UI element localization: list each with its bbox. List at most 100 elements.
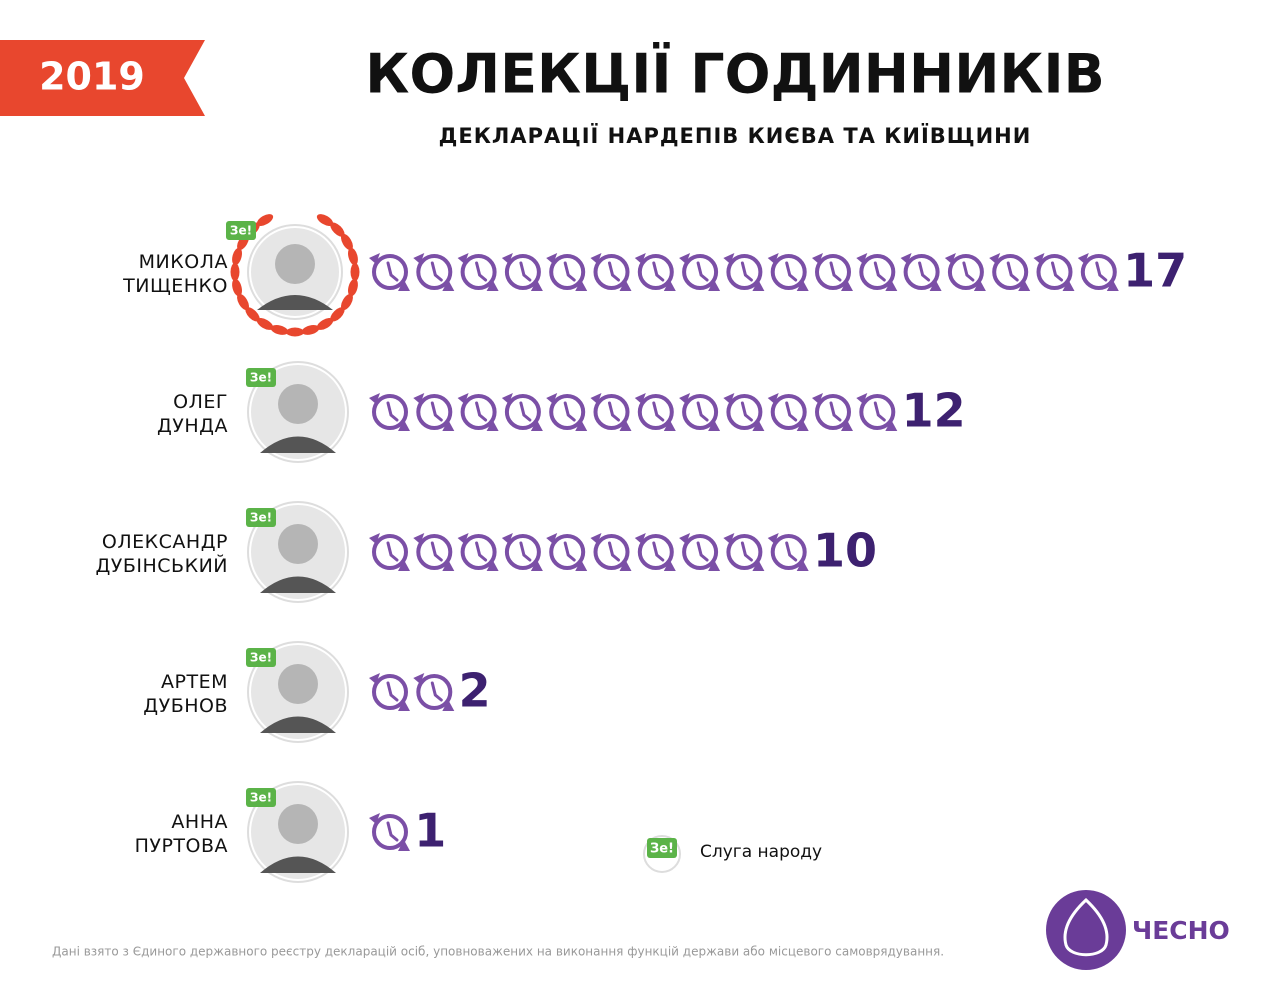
clock-tab: [501, 253, 513, 264]
photo-head: [278, 804, 318, 844]
clock-tab: [796, 560, 809, 571]
clock-tab: [767, 533, 779, 544]
clock-icon: [634, 253, 676, 291]
clock-icon: [767, 393, 809, 431]
clock-hands: [519, 541, 532, 562]
clock-tab: [442, 280, 455, 291]
clock-icon: [812, 253, 853, 291]
photo-head: [278, 384, 318, 424]
clock-tab: [413, 673, 425, 684]
clock-tab: [752, 420, 765, 431]
value-label: 2: [459, 664, 491, 718]
clock-tab: [796, 280, 809, 291]
clock-tab: [663, 420, 676, 431]
clock-icon: [679, 393, 721, 431]
clock-tab: [369, 673, 380, 684]
clock-hands: [785, 401, 798, 422]
clock-icon: [989, 253, 1031, 291]
logo-circle: [1046, 890, 1126, 970]
clock-tab: [575, 560, 588, 571]
clock-icon: [546, 253, 588, 291]
clock-icon: [679, 533, 721, 571]
clock-tab: [546, 393, 558, 404]
value-label: 10: [813, 524, 877, 578]
logo-garlic: [1063, 897, 1109, 957]
clock-tab: [398, 280, 410, 291]
clock-hands: [430, 401, 443, 422]
clock-tab: [546, 533, 558, 544]
clock-tab: [679, 393, 691, 404]
clock-tab: [708, 560, 721, 571]
footnote: Дані взято з Єдиного державного реєстру …: [52, 945, 944, 959]
clock-tab: [708, 280, 721, 291]
clock-tab: [723, 533, 735, 544]
category-label: ОЛЕКСАНДР ДУБІНСЬКИЙ: [95, 531, 229, 577]
clock-icon: [634, 533, 676, 571]
clock-hands: [696, 401, 709, 422]
clock-tab: [1106, 280, 1119, 291]
year: 2019: [39, 55, 145, 99]
clock-tab: [398, 840, 410, 851]
clock-tab: [1018, 280, 1031, 291]
clock-tab: [590, 533, 602, 544]
clock-icon: [369, 813, 410, 851]
clock-tab: [546, 253, 558, 264]
laurel-leaf: [256, 318, 274, 330]
clock-icon: [856, 393, 898, 431]
category-label: МИКОЛА ТИЩЕНКО: [123, 251, 228, 297]
clock-icon: [634, 393, 676, 431]
clock-tab: [575, 280, 588, 291]
clock-tab: [442, 420, 455, 431]
clock-tab: [530, 420, 543, 431]
clock-hands: [563, 401, 576, 422]
clock-hands: [1051, 261, 1063, 282]
clock-tab: [944, 253, 956, 264]
clock-tab: [679, 533, 691, 544]
clock-hands: [475, 401, 488, 422]
laurel-leaf: [237, 293, 249, 311]
clock-tab: [663, 280, 676, 291]
party-badge: [246, 508, 276, 527]
clock-tab: [457, 253, 469, 264]
clock-hands: [1095, 261, 1108, 282]
clock-tab: [575, 420, 588, 431]
clock-hands: [962, 261, 975, 282]
chart-subtitle: ДЕКЛАРАЦІЇ НАРДЕПІВ КИЄВА ТА КИЇВЩИНИ: [439, 123, 1032, 148]
clock-tab: [723, 393, 735, 404]
clock-tab: [619, 420, 632, 431]
party-badge: [246, 648, 276, 667]
clock-tab: [634, 533, 646, 544]
clock-hands: [696, 261, 709, 282]
clock-tab: [1062, 280, 1075, 291]
clock-icon: [501, 393, 543, 431]
clock-icon: [457, 253, 499, 291]
clock-tab: [442, 560, 455, 571]
clock-tab: [413, 393, 425, 404]
clock-icon: [369, 533, 410, 571]
clock-hands: [918, 261, 931, 282]
clock-icon: [457, 393, 499, 431]
clock-hands: [740, 401, 753, 422]
photo-shoulders: [260, 856, 336, 873]
clock-icon: [413, 393, 455, 431]
clock-tab: [885, 420, 898, 431]
clock-icon: [590, 253, 632, 291]
clock-icon: [369, 393, 410, 431]
clock-hands: [519, 401, 532, 422]
laurel-leaf: [348, 278, 358, 297]
year-banner: [0, 40, 205, 116]
clock-tab: [398, 420, 410, 431]
clock-hands: [829, 401, 842, 422]
clock-tab: [590, 393, 602, 404]
clock-tab: [590, 253, 602, 264]
clock-hands: [386, 681, 399, 702]
clock-tab: [841, 420, 853, 431]
clock-icon: [856, 253, 898, 291]
clock-tab: [369, 253, 380, 264]
clock-hands: [563, 541, 576, 562]
clock-row: [369, 673, 455, 711]
clock-tab: [767, 393, 779, 404]
laurel-leaf: [230, 263, 240, 281]
clock-hands: [519, 261, 532, 282]
